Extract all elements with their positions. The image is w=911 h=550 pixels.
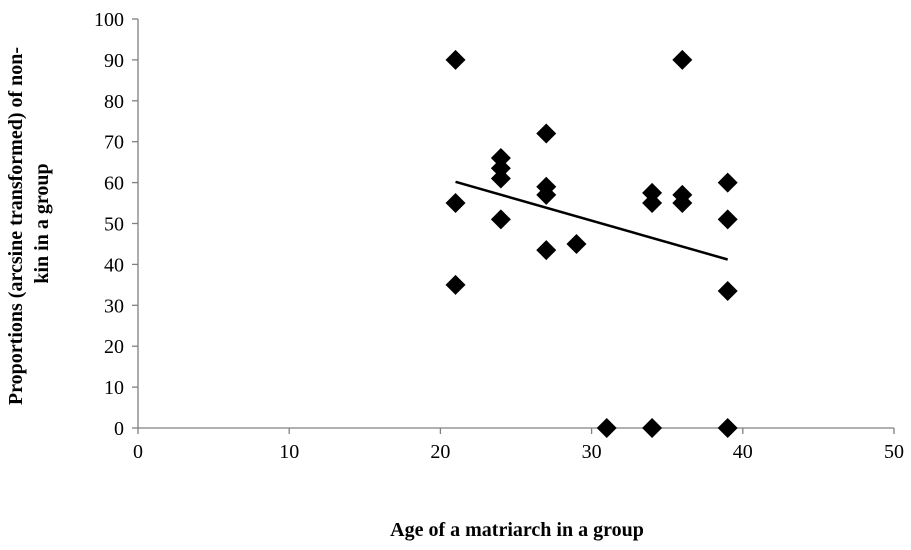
y-tick-label: 80: [104, 91, 124, 113]
y-axis-title-line-1: Proportions (arcsine transformed) of non…: [5, 47, 27, 405]
data-point: [566, 233, 587, 254]
data-point: [596, 418, 617, 438]
trendline: [455, 180, 729, 261]
data-point: [717, 280, 738, 301]
data-point: [536, 240, 557, 261]
tick-labels: 0 10 20 30 40 50 0 10 20 30 40 50 60 70 80 90 100: [94, 9, 904, 463]
x-tick-label: 20: [430, 441, 450, 463]
data-point: [490, 168, 511, 189]
data-point: [445, 274, 466, 295]
data-point: [717, 418, 738, 438]
data-point: [672, 193, 693, 214]
y-axis-title: Proportions (arcsine transformed) of non…: [5, 42, 53, 405]
axes: [132, 18, 895, 434]
x-tick-label: 30: [582, 441, 602, 463]
y-tick-label: 90: [104, 50, 124, 72]
data-point: [536, 184, 557, 205]
x-axis-title: Age of a matriarch in a group: [390, 519, 644, 541]
y-tick-label: 70: [104, 132, 124, 154]
data-point: [717, 209, 738, 230]
y-tick-label: 30: [104, 295, 124, 317]
y-tick-label: 60: [104, 173, 124, 195]
x-tick-label: 0: [133, 441, 143, 463]
data-point: [536, 123, 557, 144]
data-point: [490, 209, 511, 230]
data-point: [445, 193, 466, 214]
y-tick-label: 100: [94, 9, 124, 31]
y-tick-label: 10: [104, 377, 124, 399]
y-tick-label: 20: [104, 336, 124, 358]
data-point: [717, 172, 738, 193]
data-point: [445, 49, 466, 70]
data-point: [672, 49, 693, 70]
y-tick-label: 50: [104, 214, 124, 236]
data-point: [490, 148, 511, 169]
trendline-layer: [455, 180, 729, 261]
x-tick-label: 10: [279, 441, 299, 463]
x-tick-label: 40: [733, 441, 753, 463]
x-tick-label: 50: [884, 441, 904, 463]
data-point: [642, 193, 663, 214]
y-tick-label: 0: [114, 418, 124, 440]
data-point: [642, 418, 663, 438]
data-point: [642, 182, 663, 203]
data-points: [445, 49, 738, 438]
y-axis-title-line-2: kin in a group: [31, 163, 53, 283]
data-point: [490, 158, 511, 179]
y-tick-label: 40: [104, 254, 124, 276]
